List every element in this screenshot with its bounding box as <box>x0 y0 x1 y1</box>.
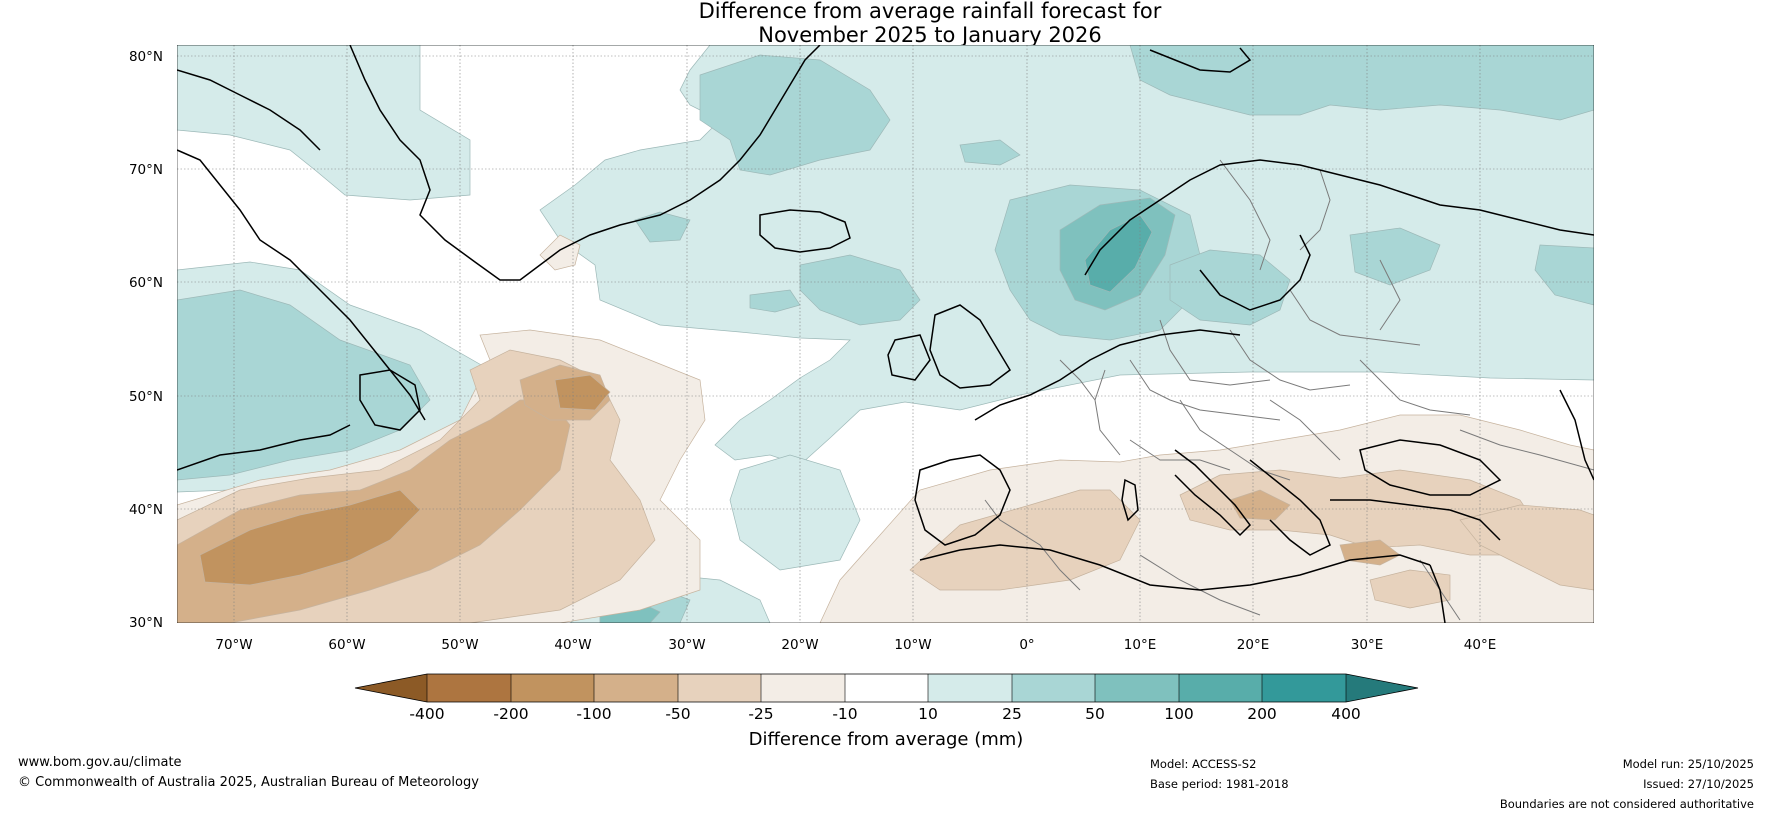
map-title-line-2: November 2025 to January 2026 <box>758 23 1102 47</box>
lon-label-10e: 10°E <box>1124 637 1156 653</box>
colorbar-label-3: -50 <box>665 705 690 723</box>
lat-label-60n: 60°N <box>129 275 163 291</box>
website-link[interactable]: www.bom.gov.au/climate <box>18 755 182 770</box>
lon-label-10w: 10°W <box>894 637 931 653</box>
wet-anomaly-region <box>177 45 1594 623</box>
colorbar-segment-10 <box>1179 674 1262 702</box>
coastlines <box>177 45 1594 623</box>
graticule <box>177 45 1594 623</box>
colorbar-segment-3 <box>594 674 678 702</box>
model-name: Model: ACCESS-S2 <box>1150 757 1257 771</box>
colorbar-label-11: 400 <box>1331 705 1361 723</box>
colorbar-segment-4 <box>678 674 761 702</box>
colorbar-segment-12 <box>1346 674 1418 702</box>
base-period: Base period: 1981-2018 <box>1150 777 1289 791</box>
sardinia-corsica-coast <box>1121 478 1139 522</box>
mainland-europe-coast <box>974 329 1241 421</box>
caspian-east-coast <box>1559 389 1594 481</box>
turkey-coast <box>1330 499 1501 541</box>
iceland-coast <box>759 209 851 253</box>
boundaries-disclaimer: Boundaries are not considered authoritat… <box>1499 797 1754 811</box>
country-borders <box>984 159 1594 621</box>
lat-label-80n: 80°N <box>129 49 163 65</box>
lon-label-40w: 40°W <box>554 637 591 653</box>
colorbar-label-8: 50 <box>1085 705 1105 723</box>
colorbar-segment-11 <box>1262 674 1346 702</box>
colorbar-title: Difference from average (mm) <box>749 729 1024 750</box>
lat-label-30n: 30°N <box>129 615 163 631</box>
lon-label-20w: 20°W <box>781 637 818 653</box>
colorbar-segment-1 <box>427 674 511 702</box>
colorbar-label-5: -10 <box>832 705 857 723</box>
baffin-coast <box>177 69 321 151</box>
scandinavia-coast <box>1084 159 1594 276</box>
latitude-labels: 80°N 70°N 60°N 50°N 40°N 30°N <box>129 49 163 631</box>
lat-label-70n: 70°N <box>129 162 163 178</box>
copyright-notice: © Commonwealth of Australia 2025, Austra… <box>18 775 479 790</box>
colorbar-label-4: -25 <box>748 705 773 723</box>
lon-label-30w: 30°W <box>668 637 705 653</box>
colorbar-label-7: 25 <box>1002 705 1022 723</box>
lat-label-40n: 40°N <box>129 502 163 518</box>
lon-label-40e: 40°E <box>1464 637 1496 653</box>
black-sea-coast <box>1359 439 1502 496</box>
lon-label-20e: 20°E <box>1237 637 1269 653</box>
colorbar-label-2: -100 <box>576 705 611 723</box>
ireland-coast <box>887 334 931 381</box>
lon-label-60w: 60°W <box>328 637 365 653</box>
colorbar: -400 -200 -100 -50 -25 -10 10 25 50 100 … <box>354 673 1419 750</box>
map-panel <box>177 45 1594 623</box>
model-run-date: Model run: 25/10/2025 <box>1622 757 1754 771</box>
labrador-coast <box>177 149 426 421</box>
colorbar-label-0: -400 <box>409 705 444 723</box>
italy-coast <box>1174 449 1251 537</box>
colorbar-label-9: 100 <box>1164 705 1194 723</box>
colorbar-segment-6 <box>845 674 928 702</box>
balkans-greece-coast <box>1249 459 1331 556</box>
issued-date: Issued: 27/10/2025 <box>1643 777 1754 791</box>
svalbard-coast <box>1149 47 1252 73</box>
colorbar-segment-5 <box>761 674 845 702</box>
colorbar-segment-8 <box>1012 674 1095 702</box>
lon-label-50w: 50°W <box>441 637 478 653</box>
map-title-line-1: Difference from average rainfall forecas… <box>698 0 1162 23</box>
iberia-coast <box>914 454 1011 546</box>
colorbar-segment-2 <box>511 674 594 702</box>
lon-label-0: 0° <box>1019 637 1034 653</box>
colorbar-segment-7 <box>928 674 1012 702</box>
british-isles-coast <box>929 304 1011 389</box>
colorbar-segment-0 <box>355 674 427 702</box>
lon-label-70w: 70°W <box>215 637 252 653</box>
lat-label-50n: 50°N <box>129 389 163 405</box>
levant-coast <box>1429 564 1446 623</box>
nova-scotia-coast <box>177 424 351 471</box>
longitude-labels: 70°W 60°W 50°W 40°W 30°W 20°W 10°W 0° 10… <box>215 637 1496 653</box>
colorbar-label-6: 10 <box>918 705 938 723</box>
colorbar-label-10: 200 <box>1247 705 1277 723</box>
newfoundland-coast <box>359 369 421 431</box>
greenland-coast <box>349 45 821 281</box>
colorbar-segment-9 <box>1095 674 1179 702</box>
north-africa-coast <box>919 544 1431 591</box>
baltic-coast <box>1199 234 1311 311</box>
lon-label-30e: 30°E <box>1351 637 1383 653</box>
colorbar-label-1: -200 <box>493 705 528 723</box>
